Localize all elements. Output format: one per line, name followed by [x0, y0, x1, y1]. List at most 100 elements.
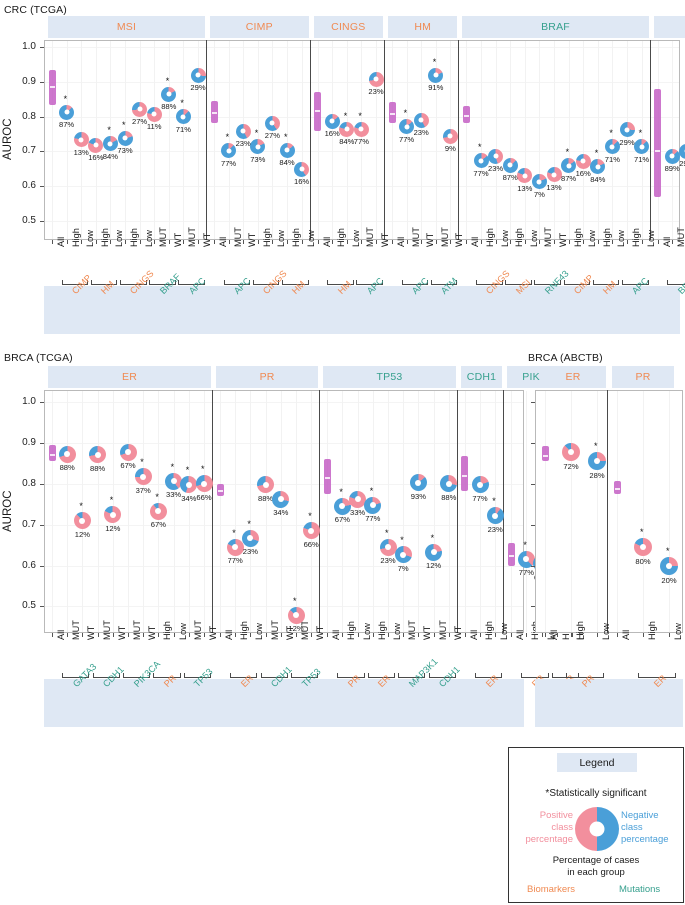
subgroup-percentage: 67% [334, 515, 350, 525]
gridline-v [496, 41, 497, 239]
subgroup-donut [442, 128, 458, 144]
all-violin-median [542, 454, 548, 457]
donut-hole [493, 153, 499, 159]
subgroup-percentage: 7% [397, 563, 409, 573]
group-bracket [592, 280, 620, 285]
gridline-v [52, 41, 53, 239]
subgroup-percentage: 12% [105, 523, 121, 533]
donut-hole [299, 166, 305, 172]
significance-star: * [185, 465, 190, 476]
significance-star: * [225, 132, 230, 143]
target-strip-label: CIMP [245, 21, 273, 33]
gridline-h [45, 524, 523, 526]
all-violin-median [324, 476, 330, 479]
gridline-v [67, 391, 68, 632]
y-axis-tick [531, 443, 535, 445]
x-axis-tick-label: High [162, 621, 172, 640]
subgroup-donut [180, 476, 198, 494]
subgroup-percentage: 88% [59, 463, 75, 473]
x-axis-tick-label: Low [114, 230, 124, 247]
gridline-v [266, 391, 267, 632]
gridline-v [98, 391, 99, 632]
x-axis-tick [342, 633, 343, 637]
x-axis-tick [617, 633, 618, 637]
legend-positive-line3: percentage [525, 834, 573, 845]
x-axis-tick-label: High [291, 228, 301, 247]
significance-star: * [339, 486, 343, 497]
significance-star: * [358, 110, 362, 121]
x-axis-tick [642, 240, 643, 244]
all-violin-median [217, 490, 223, 493]
donut-hole [369, 502, 376, 509]
subgroup-donut [339, 121, 355, 137]
group-bracket [667, 280, 685, 285]
gridline-v [358, 391, 359, 632]
donut-hole [137, 106, 143, 112]
donut-hole [580, 158, 586, 164]
legend-negative-line2: class [621, 822, 643, 833]
x-axis-tick-label: All [549, 629, 559, 640]
x-axis-tick [81, 240, 82, 244]
gridline-v [510, 41, 511, 239]
subgroup-donut [660, 557, 678, 576]
significance-star: * [666, 546, 670, 557]
group-bracket [622, 280, 649, 285]
x-axis-tick-label: MUT [365, 227, 375, 247]
donut-hole [232, 544, 239, 551]
x-axis-tick [67, 633, 68, 637]
subgroup-donut [561, 158, 577, 174]
all-violin-median [49, 85, 55, 88]
subgroup-donut [588, 452, 606, 471]
x-axis-tick [266, 633, 267, 637]
gridline-v [481, 41, 482, 239]
x-axis-tick [669, 633, 670, 637]
significance-star: * [343, 110, 348, 121]
donut-hole [293, 612, 299, 619]
donut-hole [329, 118, 335, 124]
y-axis-tick-label: 0.9 [22, 437, 36, 449]
gridline-v [229, 41, 230, 239]
gridline-v [82, 391, 83, 632]
legend-title: Legend [579, 756, 615, 769]
significance-star: * [478, 142, 482, 153]
subgroup-donut [440, 475, 458, 493]
all-violin [654, 88, 662, 197]
gridline-v [392, 41, 393, 239]
x-axis-tick [327, 633, 328, 637]
subgroup-percentage: 23% [487, 164, 504, 174]
significance-star: * [293, 595, 297, 606]
subgroup-percentage: 77% [398, 134, 415, 144]
legend-caption-line2: in each group [567, 867, 625, 878]
x-axis-tick [96, 240, 97, 244]
x-axis-tick [258, 240, 259, 244]
group-bracket [120, 280, 147, 285]
all-violin-median [463, 114, 469, 117]
subgroup-percentage: 29% [619, 137, 635, 147]
subgroup-donut [488, 148, 504, 164]
subgroup-percentage: 77% [473, 168, 489, 178]
all-violin [388, 101, 396, 123]
x-axis-tick [495, 633, 496, 637]
x-axis-tick-label: MUT [438, 620, 448, 640]
subgroup-percentage: 77% [365, 514, 381, 524]
panel-title-brca-tcga: BRCA (TCGA) [4, 352, 73, 364]
subgroup-donut [132, 101, 148, 117]
subgroup-percentage: 13% [546, 182, 562, 192]
gridline-v [140, 41, 141, 239]
donut-hole [594, 458, 600, 465]
legend-donut-icon [575, 807, 619, 851]
plot-area [44, 40, 680, 240]
gridline-h [45, 151, 679, 153]
all-violin-median [655, 149, 661, 152]
y-axis-tick-label: 0.7 [22, 518, 36, 530]
significance-star: * [594, 441, 598, 452]
x-axis-tick [189, 633, 190, 637]
subgroup-percentage: 28% [589, 470, 605, 480]
donut-hole [284, 147, 290, 153]
gridline-v [327, 391, 328, 632]
subgroup-donut [517, 168, 533, 184]
group-bracket [153, 673, 181, 678]
all-violin-median [315, 109, 321, 112]
all-violin [323, 458, 331, 495]
all-violin [210, 100, 218, 124]
